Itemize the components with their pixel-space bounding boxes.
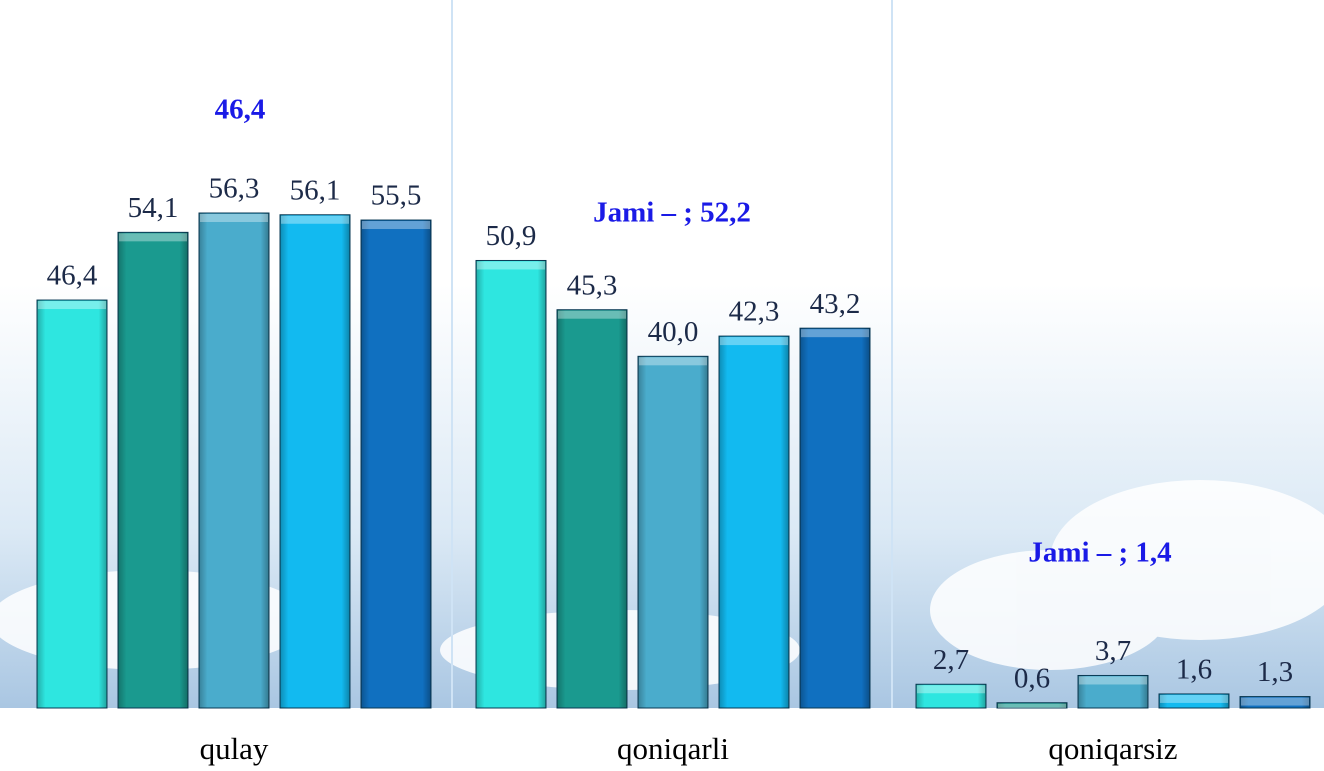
value-label: 0,6 — [1014, 662, 1050, 694]
bar-bevel — [1079, 676, 1147, 685]
x-tick-label: qoniqarli — [617, 731, 729, 766]
value-label: 54,1 — [128, 192, 179, 224]
value-label: 45,3 — [567, 269, 618, 301]
bar-shade — [557, 309, 627, 708]
value-label: 3,7 — [1095, 635, 1131, 667]
bar-shade — [361, 220, 431, 708]
bar-bevel — [720, 337, 788, 346]
bar-bevel — [998, 703, 1066, 708]
x-tick-label: qoniqarsiz — [1048, 731, 1177, 766]
bar-shade — [280, 214, 350, 709]
bar-bevel — [639, 357, 707, 366]
bar-shade — [719, 336, 789, 708]
value-label: 42,3 — [729, 296, 780, 328]
bar-bevel — [801, 329, 869, 338]
value-label: 56,3 — [209, 173, 260, 205]
bar-bevel — [119, 233, 187, 242]
value-label: 55,5 — [371, 180, 422, 212]
footer — [0, 708, 1324, 771]
value-label: 1,3 — [1257, 656, 1293, 688]
value-label: 43,2 — [810, 288, 861, 320]
bar-bevel — [38, 301, 106, 310]
bar-shade — [37, 300, 107, 708]
bar-bevel — [362, 221, 430, 230]
bar-bevel — [558, 310, 626, 319]
bar-shade — [997, 702, 1067, 708]
bar-shade — [476, 260, 546, 708]
value-label: 50,9 — [486, 220, 537, 252]
bar-shade — [118, 232, 188, 708]
value-label: 40,0 — [648, 316, 699, 348]
bar-bevel — [1160, 694, 1228, 703]
bar-bevel — [281, 215, 349, 224]
annotation: Jami – ; 1,4 — [1028, 537, 1171, 569]
value-label: 56,1 — [290, 174, 341, 206]
x-tick-label: qulay — [200, 731, 269, 766]
bar-shade — [199, 213, 269, 708]
bar-shade — [1078, 675, 1148, 708]
value-label: 46,4 — [47, 260, 98, 292]
annotation: 46,4 — [215, 94, 266, 126]
bar-shade — [1240, 696, 1310, 708]
bar-shade — [638, 356, 708, 708]
bar-shade — [800, 328, 870, 708]
bar-bevel — [200, 214, 268, 222]
bar-shade — [916, 684, 986, 708]
value-label: 2,7 — [933, 644, 969, 676]
bar-bevel — [1241, 697, 1309, 706]
bar-bevel — [917, 685, 985, 694]
bar-shade — [1159, 693, 1229, 708]
bar-bevel — [477, 261, 545, 270]
annotation: Jami – ; 52,2 — [593, 197, 751, 229]
value-label: 1,6 — [1176, 654, 1212, 686]
